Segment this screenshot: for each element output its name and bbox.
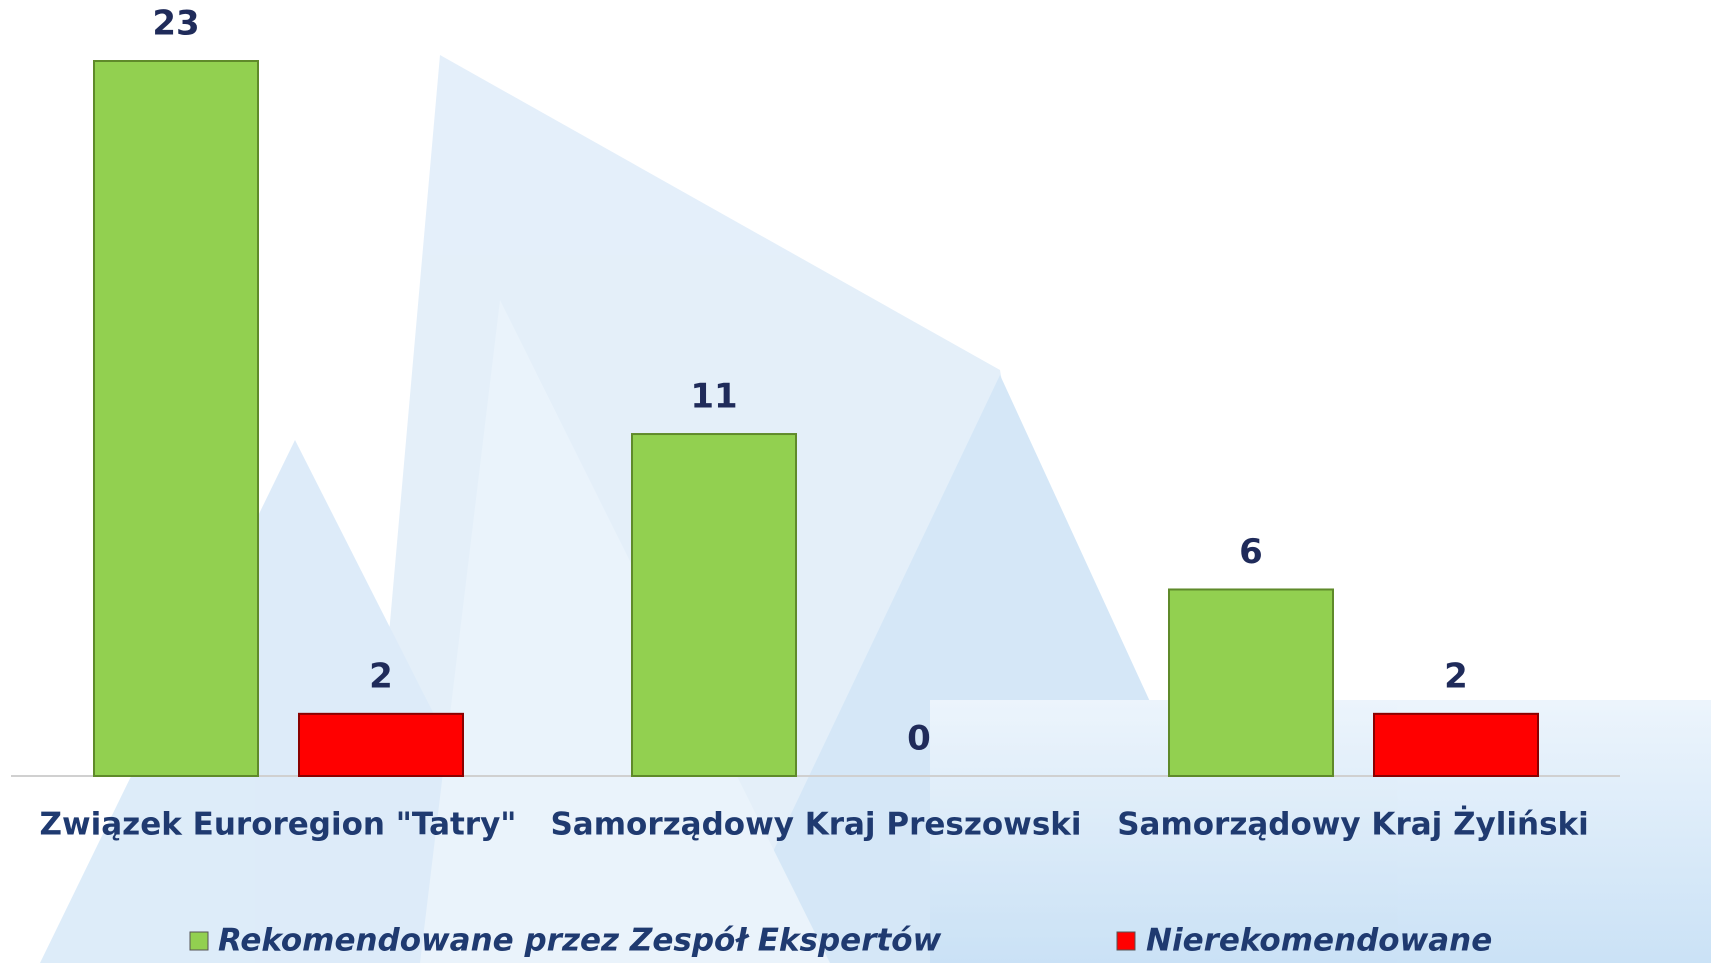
x-tick-label: Samorządowy Kraj Żyliński — [1117, 807, 1589, 843]
legend-label: Nierekomendowane — [1146, 923, 1492, 959]
bar — [93, 60, 259, 777]
value-label: 11 — [690, 377, 737, 417]
value-label: 2 — [369, 656, 393, 696]
bar — [298, 712, 464, 778]
x-tick-label: Związek Euroregion "Tatry" — [40, 807, 517, 843]
legend-label: Rekomendowane przez Zespół Ekspertów — [218, 923, 942, 959]
value-label: 23 — [152, 4, 199, 44]
x-tick-label: Samorządowy Kraj Preszowski — [550, 807, 1081, 843]
value-label: 2 — [1444, 656, 1468, 696]
value-label: 6 — [1239, 532, 1263, 572]
bar — [631, 433, 797, 777]
legend-swatch — [189, 931, 209, 951]
legend-swatch — [1116, 931, 1136, 951]
value-label: 0 — [907, 719, 931, 759]
bar — [1168, 588, 1334, 778]
bar — [1373, 712, 1539, 778]
background-decoration — [40, 55, 1711, 963]
